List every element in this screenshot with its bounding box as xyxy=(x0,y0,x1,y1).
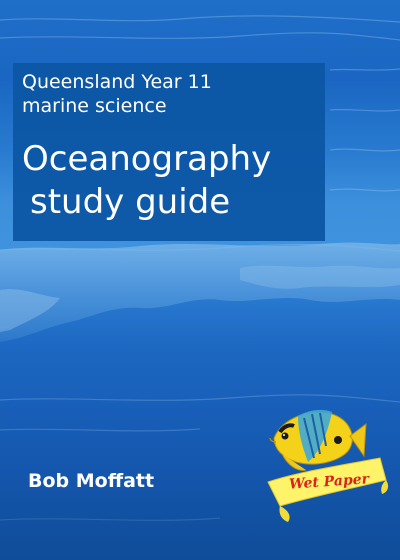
publisher-logo xyxy=(267,409,389,522)
banner-curl xyxy=(279,506,290,522)
subtitle-line-1: Queensland Year 11 xyxy=(22,71,212,93)
banner-curl-right xyxy=(381,480,389,494)
author-name: Bob Moffatt xyxy=(28,470,155,492)
title-line-1: Oceanography xyxy=(22,139,272,179)
reef-patch-left xyxy=(0,289,60,332)
title-box xyxy=(13,63,325,241)
paper-banner xyxy=(267,457,387,507)
reef-shallows xyxy=(0,242,400,342)
subtitle-line-2: marine science xyxy=(22,95,167,117)
subtitle: Queensland Year 11 marine science xyxy=(22,70,322,118)
title-line-2: study guide xyxy=(30,182,231,222)
book-title: Oceanography study guide xyxy=(22,138,322,224)
butterflyfish-icon xyxy=(269,409,367,471)
reef-patch-right xyxy=(240,265,400,289)
